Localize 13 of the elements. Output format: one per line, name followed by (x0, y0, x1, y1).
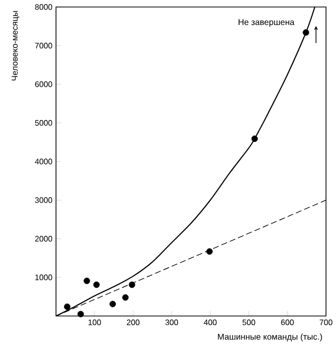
annotation: Не завершена (238, 19, 294, 27)
point (77, 310, 84, 318)
point (128, 282, 136, 288)
point (302, 29, 310, 36)
point (122, 294, 129, 301)
point (110, 300, 116, 308)
point (93, 282, 100, 288)
point (84, 278, 90, 284)
point (251, 136, 258, 142)
point (64, 304, 70, 310)
point (206, 248, 213, 255)
x-axis-title: Машинные команды (тыс.) (218, 334, 322, 342)
y-axis-title: Человеко-месяцы (12, 11, 20, 80)
